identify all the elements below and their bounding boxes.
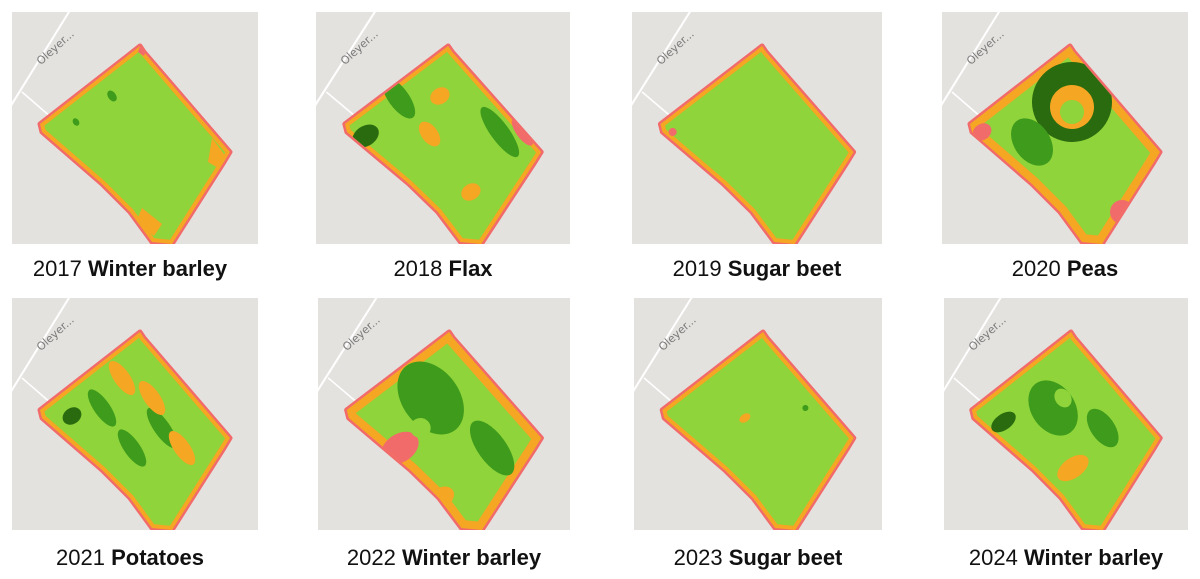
caption: 2017 Winter barley (0, 256, 260, 282)
road-line (325, 91, 358, 119)
field-map: Oleyer... (944, 298, 1188, 530)
yield-zone-very_high (991, 411, 1016, 433)
field-map: Oleyer... (634, 298, 882, 530)
field-edge-zone (344, 46, 542, 244)
field-map-graphic (318, 298, 544, 530)
caption-year: 2020 (1011, 256, 1061, 281)
caption-year: 2024 (968, 545, 1018, 570)
yield-zone-very_high (62, 407, 82, 425)
caption: 2024 Winter barley (944, 545, 1188, 571)
caption-year: 2018 (393, 256, 443, 281)
yield-zone-medium_low (208, 138, 224, 168)
yield-zone-high (72, 118, 80, 126)
yield-zone-medium (1054, 388, 1072, 408)
caption: 2021 Potatoes (0, 545, 260, 571)
field-map-graphic (316, 12, 544, 244)
road-line (944, 298, 1002, 392)
yield-zone-medium (410, 418, 431, 438)
caption-crop: Winter barley (1023, 545, 1164, 570)
field-boundary (37, 43, 233, 244)
yield-zone-high (117, 429, 147, 467)
caption-year: 2023 (673, 545, 723, 570)
yield-zone-low (138, 46, 146, 56)
caption-crop: Winter barley (87, 256, 228, 281)
field-map-graphic (942, 12, 1163, 244)
yield-zone-high (107, 90, 117, 102)
road-line (12, 12, 71, 106)
road-line (316, 12, 376, 106)
caption-crop: Potatoes (111, 545, 204, 570)
field-boundary (659, 329, 857, 530)
caption: 2018 Flax (316, 256, 570, 282)
road-line (318, 298, 378, 392)
road-line (942, 12, 1001, 106)
field-map-graphic (12, 12, 233, 244)
field-map-graphic (632, 12, 857, 244)
caption-crop: Sugar beet (728, 545, 843, 570)
field-map-graphic (12, 298, 233, 530)
road-line (951, 91, 983, 119)
field-map-graphic (944, 298, 1163, 530)
road-line (641, 91, 674, 119)
road-line (21, 91, 53, 119)
yield-zone-medium_low (418, 121, 441, 147)
yield-zone-medium_low (108, 360, 136, 396)
yield-zone-high (1011, 118, 1053, 166)
road-line (12, 298, 71, 392)
caption: 2023 Sugar beet (634, 545, 882, 571)
yield-zone-very_high (352, 124, 379, 148)
yield-zone-high (802, 405, 809, 411)
field-map: Oleyer... (316, 12, 570, 244)
caption-year: 2017 (32, 256, 82, 281)
yield-zone-high (87, 389, 117, 427)
yield-zone-medium_low (136, 208, 162, 236)
caption: 2019 Sugar beet (632, 256, 882, 282)
field-map: Oleyer... (318, 298, 570, 530)
yield-zone-medium (1060, 100, 1084, 124)
field-map: Oleyer... (12, 12, 258, 244)
caption: 2022 Winter barley (318, 545, 570, 571)
field-map: Oleyer... (12, 298, 258, 530)
caption-crop: Sugar beet (727, 256, 842, 281)
road-line (643, 377, 675, 405)
road-line (21, 377, 53, 405)
field-map: Oleyer... (942, 12, 1188, 244)
field-map-graphic (634, 298, 857, 530)
caption-year: 2022 (346, 545, 396, 570)
yield-zone-medium_low (138, 380, 166, 416)
caption-year: 2021 (56, 545, 105, 570)
road-line (634, 298, 693, 392)
yield-zone-high (469, 420, 515, 476)
yield-zone-low (668, 128, 677, 136)
yield-zone-medium_low (430, 87, 450, 105)
caption-crop: Winter barley (401, 545, 542, 570)
road-line (953, 377, 985, 405)
field-map: Oleyer... (632, 12, 882, 244)
yield-zone-medium_low (168, 430, 196, 466)
yield-zone-high (397, 361, 464, 435)
yield-zone-medium_low (739, 413, 751, 423)
yield-zone-high (1086, 408, 1119, 448)
road-line (632, 12, 692, 106)
caption-year: 2019 (672, 256, 722, 281)
road-line (327, 377, 360, 405)
yield-zone-low (972, 123, 992, 141)
caption-crop: Flax (448, 256, 493, 281)
yield-zone-low (511, 118, 534, 146)
caption-crop: Peas (1066, 256, 1119, 281)
yield-zone-high (480, 106, 520, 158)
caption: 2020 Peas (942, 256, 1188, 282)
yield-zone-medium_low (461, 183, 481, 201)
yield-zone-medium_low (1057, 454, 1089, 482)
